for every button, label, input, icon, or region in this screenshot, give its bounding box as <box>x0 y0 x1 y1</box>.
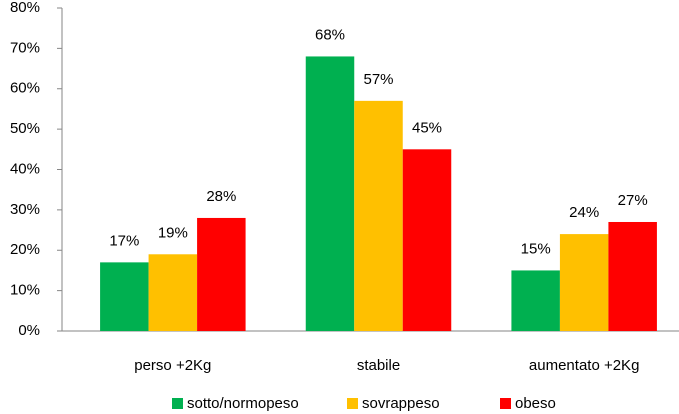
data-label: 57% <box>363 71 393 88</box>
data-label: 68% <box>315 26 345 43</box>
data-label: 15% <box>521 240 551 257</box>
data-label: 45% <box>412 119 442 136</box>
data-label: 27% <box>618 192 648 209</box>
y-tick-label: 60% <box>10 80 40 97</box>
bar <box>354 100 403 331</box>
y-tick-label: 50% <box>10 120 40 137</box>
data-label: 28% <box>206 188 236 205</box>
bar <box>100 262 149 331</box>
y-tick-label: 70% <box>10 39 40 56</box>
x-tick-label: aumentato +2Kg <box>529 357 640 374</box>
y-tick-label: 10% <box>10 282 40 299</box>
legend-swatch <box>172 398 183 409</box>
y-tick-label: 0% <box>18 322 40 339</box>
legend-label: sotto/normopeso <box>187 395 299 412</box>
bar <box>402 149 452 331</box>
y-tick-label: 30% <box>10 201 40 218</box>
legend-label: sovrappeso <box>362 395 440 412</box>
bar <box>197 217 246 331</box>
bar <box>559 234 609 331</box>
bar <box>305 56 355 331</box>
legend-swatch <box>347 398 358 409</box>
legend-label: obeso <box>515 395 556 412</box>
data-label: 19% <box>158 224 188 241</box>
bar <box>511 270 560 331</box>
x-tick-label: stabile <box>357 357 400 374</box>
data-label: 24% <box>569 204 599 221</box>
bar <box>148 254 198 331</box>
y-tick-label: 80% <box>10 0 40 16</box>
x-tick-label: perso +2Kg <box>134 357 211 374</box>
y-tick-label: 20% <box>10 241 40 258</box>
legend-swatch <box>500 398 511 409</box>
bar <box>608 221 657 331</box>
data-label: 17% <box>109 232 139 249</box>
y-tick-label: 40% <box>10 160 40 177</box>
